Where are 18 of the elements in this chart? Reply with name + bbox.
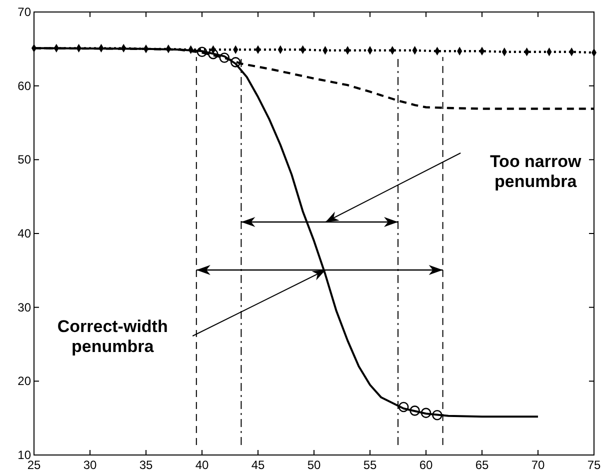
x-tick-label: 35	[139, 458, 153, 472]
x-tick-label: 50	[307, 458, 321, 472]
y-tick-label: 50	[18, 152, 32, 167]
y-tick-label: 30	[18, 300, 32, 314]
x-tick-label: 65	[475, 458, 489, 472]
x-tick-label: 55	[363, 458, 377, 472]
x-tick-label: 70	[531, 458, 545, 472]
x-tick-label: 75	[587, 458, 601, 472]
y-tick-label: 40	[18, 226, 32, 240]
x-tick-label: 30	[83, 458, 97, 472]
annotation: Too narrow penumbra	[490, 152, 582, 191]
y-tick-label: 70	[18, 5, 32, 19]
annotation: Correct-width penumbra	[57, 317, 168, 356]
x-tick-label: 45	[251, 458, 265, 472]
y-tick-label: 60	[18, 78, 32, 93]
x-tick-label: 40	[195, 458, 209, 472]
x-tick-label: 60	[419, 458, 433, 472]
y-tick-label: 20	[18, 374, 32, 388]
